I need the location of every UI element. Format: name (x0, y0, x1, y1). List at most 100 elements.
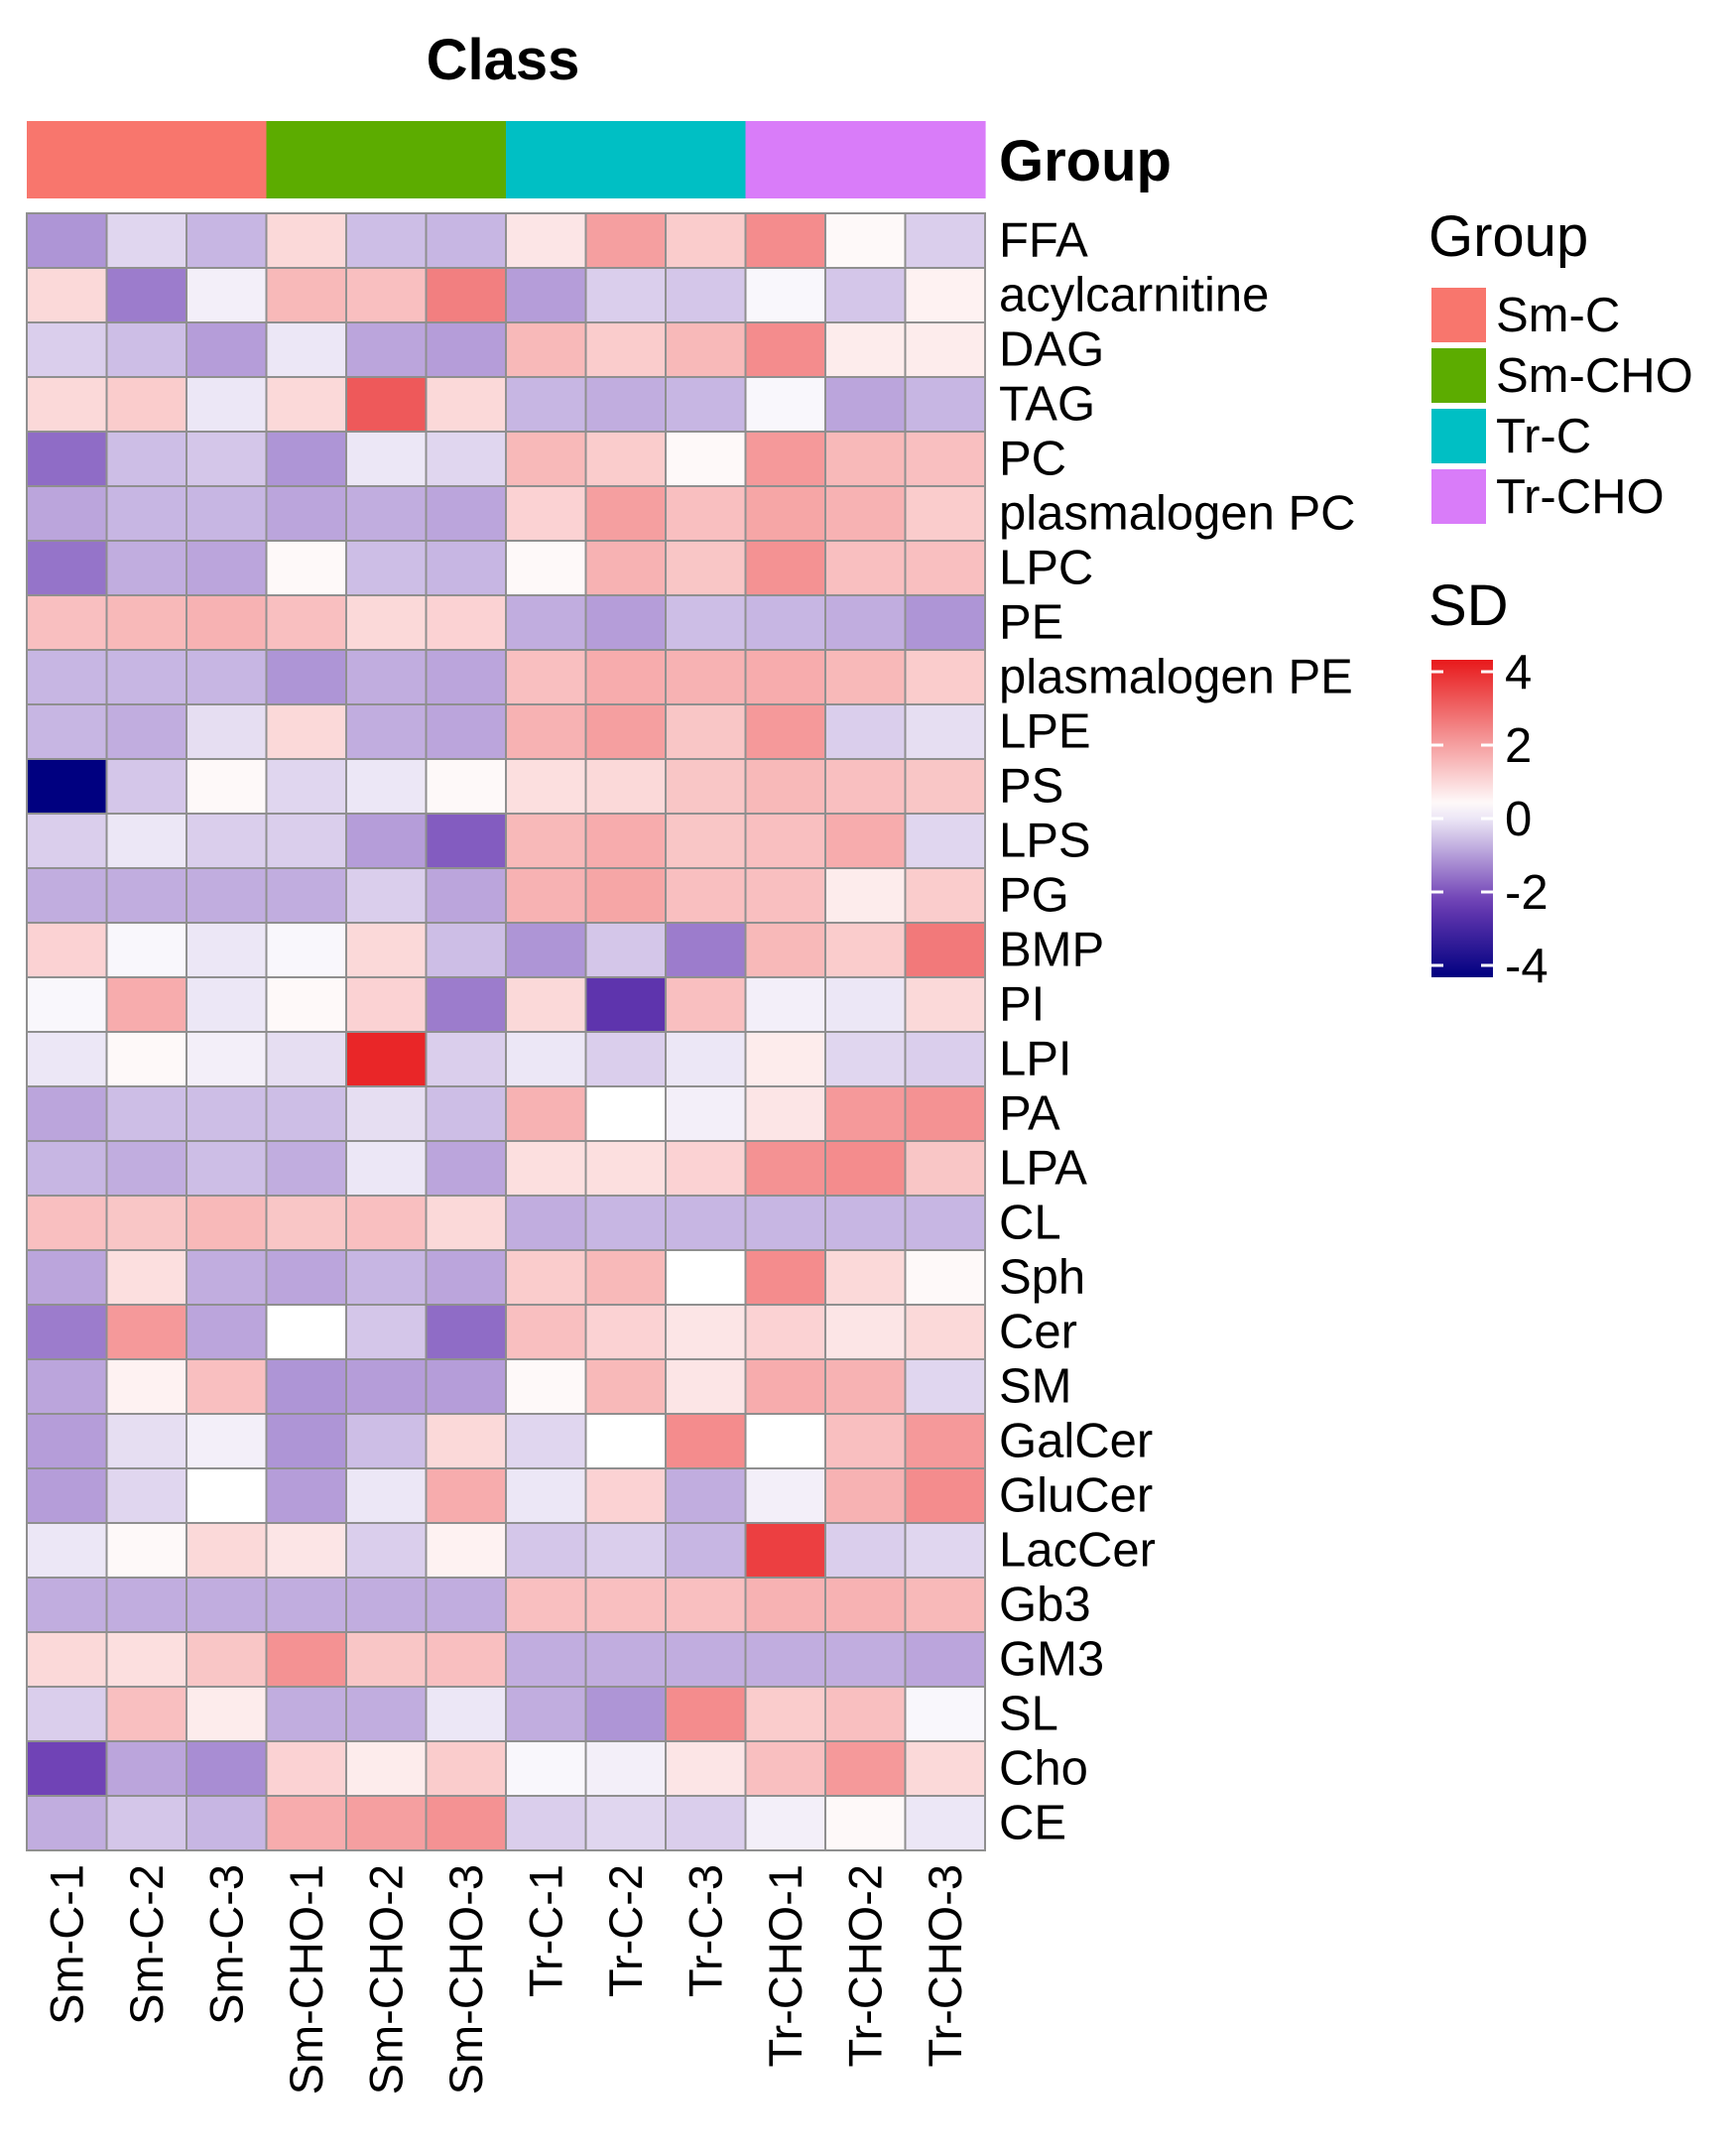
heatmap-cell (584, 1085, 667, 1142)
heatmap-cell (105, 1249, 187, 1306)
heatmap-cell (186, 1140, 268, 1197)
color-scale-tick-label: -4 (1505, 940, 1549, 993)
heatmap-cell (26, 1195, 108, 1251)
heatmap-cell (824, 594, 907, 651)
heatmap-cell (26, 1740, 108, 1797)
row-label: Sph (999, 1251, 1085, 1305)
heatmap-cell (824, 1413, 907, 1469)
heatmap-cell (26, 1140, 108, 1197)
heatmap-cell (744, 1085, 826, 1142)
heatmap-cell (105, 1686, 187, 1742)
heatmap-cell (505, 1467, 587, 1524)
heatmap-cell (345, 212, 428, 269)
heatmap-cell (744, 1031, 826, 1087)
heatmap-cell (425, 976, 507, 1033)
heatmap-cell (26, 1686, 108, 1742)
heatmap-cell (665, 1686, 747, 1742)
heatmap-cell (824, 1577, 907, 1633)
heatmap-cell (425, 321, 507, 378)
heatmap-cell (345, 1795, 428, 1851)
heatmap-cell (105, 1085, 187, 1142)
heatmap-cell (186, 703, 268, 760)
group-legend-swatch (1431, 348, 1486, 403)
heatmap-cell (584, 976, 667, 1033)
heatmap-cell (584, 1740, 667, 1797)
heatmap-cell (744, 649, 826, 705)
heatmap-cell (584, 922, 667, 978)
heatmap-cell (265, 1577, 347, 1633)
heatmap-cell (824, 1740, 907, 1797)
heatmap-cell (425, 1413, 507, 1469)
heatmap-cell (824, 758, 907, 815)
heatmap-cell (425, 485, 507, 542)
heatmap-cell (425, 1195, 507, 1251)
heatmap-cell (186, 376, 268, 433)
row-label: SM (999, 1360, 1072, 1414)
heatmap-cell (505, 1631, 587, 1688)
heatmap-cell (265, 540, 347, 596)
heatmap-cell (105, 540, 187, 596)
heatmap-cell (105, 922, 187, 978)
heatmap-cell (505, 1085, 587, 1142)
heatmap-cell (345, 1577, 428, 1633)
heatmap-cell (265, 321, 347, 378)
row-label: PC (999, 433, 1066, 486)
group-annotation-cell (585, 121, 667, 198)
heatmap-cell (904, 485, 986, 542)
heatmap-cell (505, 485, 587, 542)
color-scale-tick-label: -2 (1505, 866, 1549, 920)
heatmap-cell (744, 1795, 826, 1851)
heatmap-cell (744, 1413, 826, 1469)
heatmap-cell (186, 758, 268, 815)
heatmap-cell (904, 1249, 986, 1306)
heatmap-cell (186, 1249, 268, 1306)
heatmap-cell (744, 758, 826, 815)
heatmap-cell (265, 1413, 347, 1469)
heatmap-cell (665, 321, 747, 378)
heatmap-cell (904, 1577, 986, 1633)
heatmap-cell (904, 376, 986, 433)
heatmap-cell (584, 594, 667, 651)
heatmap-cell (105, 1413, 187, 1469)
heatmap-cell (186, 1358, 268, 1415)
heatmap-cell (425, 703, 507, 760)
heatmap-cell (665, 1577, 747, 1633)
heatmap-cell (186, 267, 268, 323)
group-annotation-cell (745, 121, 826, 198)
heatmap-cell (744, 1577, 826, 1633)
heatmap-cell (186, 594, 268, 651)
heatmap-cell (744, 1358, 826, 1415)
heatmap-cell (744, 594, 826, 651)
heatmap-cell (744, 1249, 826, 1306)
heatmap-cell (345, 1467, 428, 1524)
heatmap-cell (505, 1358, 587, 1415)
heatmap-cell (904, 1031, 986, 1087)
heatmap-cell (584, 1467, 667, 1524)
heatmap-cell (904, 1740, 986, 1797)
heatmap-cell (26, 1522, 108, 1579)
heatmap-cell (665, 813, 747, 869)
heatmap-cell (824, 1795, 907, 1851)
heatmap-cell (505, 1195, 587, 1251)
group-legend-swatch (1431, 288, 1486, 342)
heatmap-cell (26, 1085, 108, 1142)
heatmap-cell (505, 321, 587, 378)
heatmap-cell (584, 212, 667, 269)
heatmap-cell (265, 1249, 347, 1306)
heatmap-cell (186, 1740, 268, 1797)
heatmap-cell (26, 485, 108, 542)
heatmap-cell (26, 703, 108, 760)
heatmap-cell (744, 1740, 826, 1797)
heatmap-cell (345, 1195, 428, 1251)
heatmap-cell (105, 1304, 187, 1360)
row-label: LPC (999, 542, 1093, 595)
row-label: FFA (999, 214, 1088, 268)
heatmap-cell (505, 540, 587, 596)
heatmap-cell (505, 594, 587, 651)
heatmap-cell (265, 212, 347, 269)
heatmap-cell (824, 922, 907, 978)
row-label: PS (999, 760, 1063, 814)
heatmap-cell (665, 540, 747, 596)
group-legend-title: Group (1428, 204, 1588, 269)
